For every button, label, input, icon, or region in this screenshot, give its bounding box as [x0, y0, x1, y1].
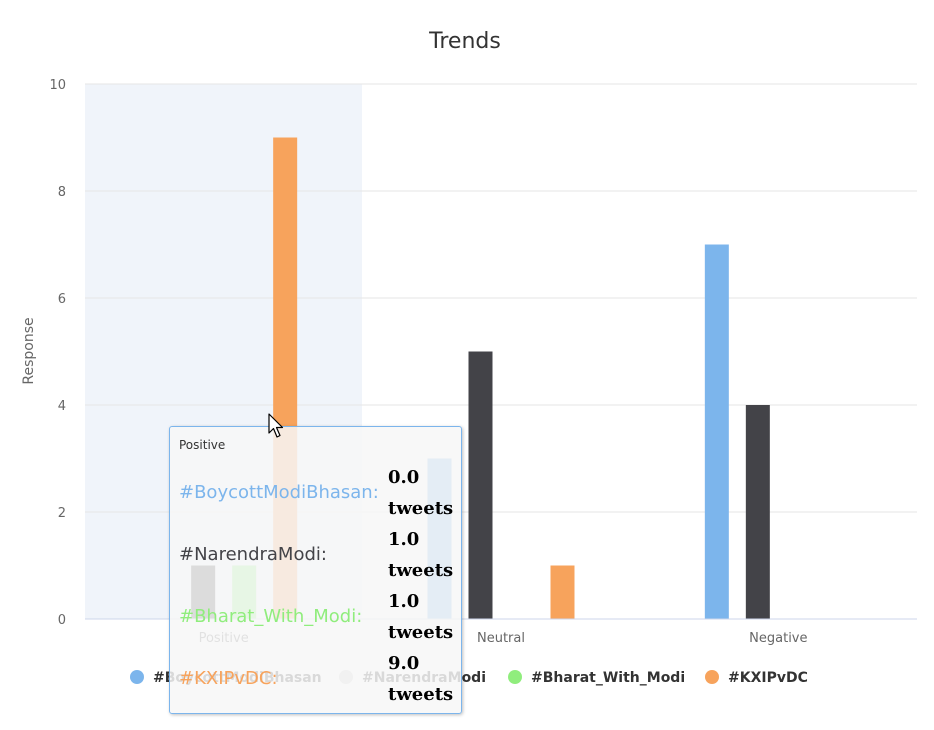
- tooltip-row: #KXIPvDC: 9.0 tweets: [179, 648, 459, 710]
- y-tick-label: 0: [58, 613, 66, 628]
- tooltip-series-name: #KXIPvDC:: [179, 668, 278, 689]
- legend-label: #Bharat_With_Modi: [531, 670, 685, 686]
- bar[interactable]: [704, 244, 729, 620]
- y-tick-label: 4: [58, 399, 66, 414]
- legend-item[interactable]: #KXIPvDC: [705, 670, 808, 686]
- tooltip-row: #BoycottModiBhasan: 0.0 tweets: [179, 462, 459, 524]
- mouse-cursor-icon: [268, 413, 284, 438]
- tooltip: Positive #BoycottModiBhasan: 0.0 tweets #…: [169, 426, 462, 714]
- legend-swatch-icon: [508, 670, 522, 684]
- tooltip-series-name: #Bharat_With_Modi:: [179, 606, 363, 627]
- tooltip-value: 1.0 tweets: [388, 591, 454, 643]
- legend-swatch-icon: [705, 670, 719, 684]
- x-tick-label: Neutral: [477, 631, 525, 646]
- tooltip-series-name: #BoycottModiBhasan:: [179, 482, 379, 503]
- y-tick-label: 6: [58, 292, 66, 307]
- bar[interactable]: [745, 405, 770, 619]
- y-tick-label: 2: [58, 506, 66, 521]
- y-tick-label: 10: [49, 78, 66, 93]
- tooltip-series-name: #NarendraModi:: [179, 544, 327, 565]
- bar[interactable]: [468, 351, 493, 620]
- y-tick-label: 8: [58, 185, 66, 200]
- bar[interactable]: [550, 565, 575, 620]
- legend-label: #KXIPvDC: [728, 670, 808, 686]
- tooltip-row: #NarendraModi: 1.0 tweets: [179, 524, 459, 586]
- legend-item[interactable]: #Bharat_With_Modi: [508, 670, 685, 686]
- tooltip-value: 9.0 tweets: [388, 653, 454, 705]
- tooltip-row: #Bharat_With_Modi: 1.0 tweets: [179, 586, 459, 648]
- tooltip-header: Positive: [179, 438, 226, 452]
- y-axis-label: Response: [21, 317, 37, 384]
- tooltip-value: 1.0 tweets: [388, 529, 454, 581]
- x-tick-label: Negative: [749, 631, 807, 646]
- legend-swatch-icon: [130, 670, 144, 684]
- tooltip-value: 0.0 tweets: [388, 467, 454, 519]
- y-axis-ticks: 0 2 4 6 8 10: [49, 78, 66, 628]
- chart-title: Trends: [428, 29, 501, 54]
